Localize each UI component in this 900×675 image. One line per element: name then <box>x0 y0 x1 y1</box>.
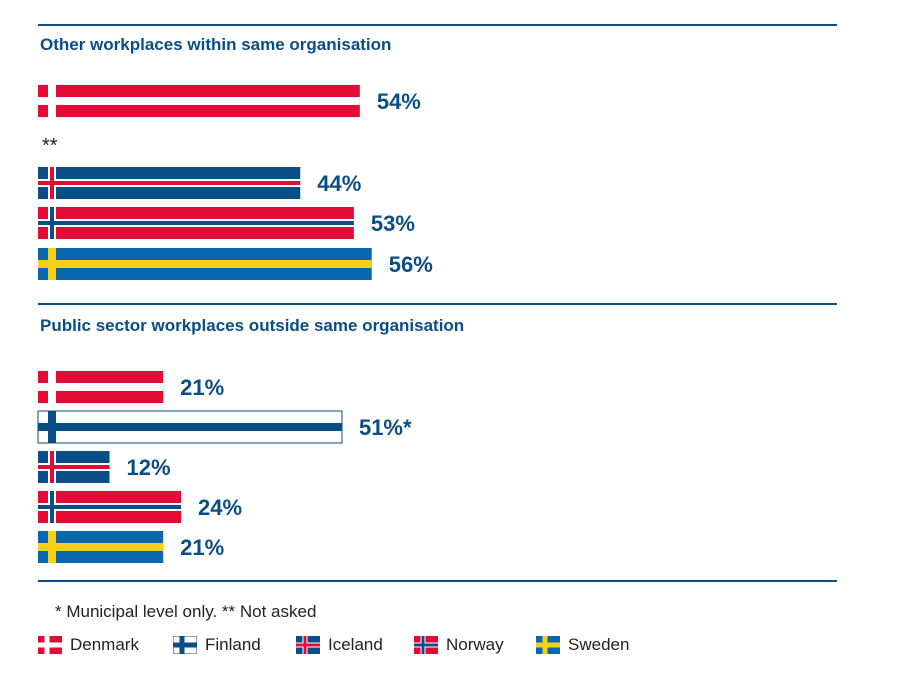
middle-rule <box>38 303 837 305</box>
sweden-flag-icon <box>536 636 560 654</box>
legend-item-finland: Finland <box>173 635 296 655</box>
legend-item-sweden: Sweden <box>536 635 629 655</box>
value-label-sweden-1: 56% <box>389 252 433 277</box>
legend-label-denmark: Denmark <box>70 635 139 654</box>
value-label-finland-2: 51%* <box>359 415 412 440</box>
legend-label-finland: Finland <box>205 635 261 654</box>
bar-denmark-1 <box>38 85 360 117</box>
bar-iceland-2 <box>38 451 110 483</box>
legend-item-norway: Norway <box>414 635 536 655</box>
legend-label-iceland: Iceland <box>328 635 383 654</box>
footnote: * Municipal level only. ** Not asked <box>55 602 317 621</box>
bottom-rule <box>38 580 837 582</box>
legend-label-norway: Norway <box>446 635 504 654</box>
value-label-denmark-1: 54% <box>377 89 421 114</box>
bar-iceland-1 <box>38 167 301 199</box>
top-rule <box>38 24 837 26</box>
legend-item-denmark: Denmark <box>38 635 173 655</box>
value-label-iceland-2: 12% <box>127 455 171 480</box>
finland-flag-icon <box>173 636 197 654</box>
bar-denmark-2 <box>38 371 164 403</box>
bar-chart: 54% ** 44% 53% 56% 21% 51%* 12% 24% 21% <box>37 85 433 563</box>
group-2-title: Public sector workplaces outside same or… <box>40 316 465 335</box>
norway-flag-icon <box>414 636 438 654</box>
bar-sweden-2 <box>38 531 164 563</box>
value-label-iceland-1: 44% <box>317 171 361 196</box>
bar-sweden-1 <box>38 248 372 280</box>
legend: Denmark Finland Iceland Norway Sweden <box>38 634 629 656</box>
value-label-denmark-2: 21% <box>180 375 224 400</box>
not-asked-label-finland-1: ** <box>42 135 58 157</box>
denmark-flag-icon <box>38 636 62 654</box>
bar-norway-1 <box>38 207 354 239</box>
group-1-title: Other workplaces within same organisatio… <box>40 35 392 54</box>
bar-finland-2 <box>37 410 343 444</box>
iceland-flag-icon <box>296 636 320 654</box>
value-label-norway-1: 53% <box>371 211 415 236</box>
legend-item-iceland: Iceland <box>296 635 414 655</box>
legend-label-sweden: Sweden <box>568 635 630 654</box>
value-label-sweden-2: 21% <box>180 535 224 560</box>
value-label-norway-2: 24% <box>198 495 242 520</box>
bar-norway-2 <box>38 491 182 523</box>
